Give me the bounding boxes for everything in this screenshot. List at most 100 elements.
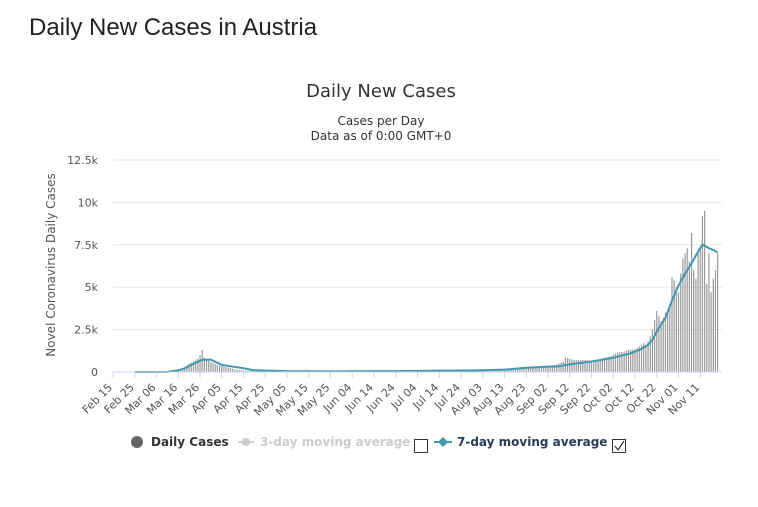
daily-cases-bar <box>503 369 506 372</box>
daily-cases-bar <box>717 253 719 372</box>
daily-cases-bar <box>190 362 192 372</box>
daily-cases-bar <box>601 358 603 372</box>
daily-cases-bar <box>621 351 623 372</box>
daily-cases-bar <box>525 366 527 372</box>
daily-cases-bar <box>704 210 706 372</box>
y-tick-label: 10k <box>78 196 99 209</box>
daily-cases-bar <box>530 366 532 372</box>
daily-cases-bar <box>186 365 188 372</box>
daily-cases-bar <box>221 366 223 372</box>
legend: Daily Cases 3-day moving average 7-day mov… <box>131 435 626 453</box>
daily-cases-bar <box>229 368 232 372</box>
daily-cases-bar <box>643 343 645 372</box>
daily-cases-bar <box>712 278 714 372</box>
daily-cases-bar <box>606 357 608 372</box>
legend-daily-cases-symbol <box>131 436 143 448</box>
daily-cases-bar <box>653 320 656 372</box>
daily-cases-bar <box>577 360 580 372</box>
legend-3day-label: 3-day moving average <box>260 435 410 449</box>
daily-cases-bar <box>640 344 643 372</box>
daily-cases-bar <box>216 365 218 372</box>
daily-cases-bar <box>708 253 710 372</box>
daily-cases-bar <box>247 370 249 372</box>
daily-cases-bar <box>580 360 582 372</box>
daily-cases-bar <box>238 370 240 372</box>
daily-cases-bar <box>697 253 699 372</box>
daily-cases-bar <box>677 292 680 372</box>
daily-cases-bar <box>251 370 253 372</box>
daily-cases-bar <box>205 359 208 372</box>
daily-cases-bar <box>623 351 625 372</box>
daily-cases-bar <box>179 369 182 372</box>
daily-cases-bar <box>656 310 658 372</box>
daily-cases-bar <box>245 370 247 372</box>
daily-cases-bar <box>582 360 584 372</box>
daily-cases-bar <box>680 273 682 372</box>
daily-cases-bar <box>195 359 197 372</box>
daily-cases-bar <box>671 277 673 372</box>
daily-cases-bar <box>495 369 497 372</box>
daily-cases-bar <box>516 367 519 372</box>
daily-cases-bar <box>214 364 216 372</box>
daily-cases-bar <box>512 368 514 372</box>
daily-cases-bar <box>223 366 225 372</box>
daily-cases-bar <box>597 360 599 372</box>
daily-cases-bar <box>690 232 693 372</box>
daily-cases-bar <box>225 366 227 372</box>
daily-cases-bar <box>686 248 688 372</box>
daily-cases-bar <box>249 370 251 372</box>
daily-cases-bar <box>508 368 510 372</box>
daily-cases-bar <box>497 369 499 372</box>
daily-cases-bar <box>573 360 575 372</box>
daily-cases-bar <box>543 366 545 372</box>
daily-cases-bar <box>584 360 586 372</box>
daily-cases-bar <box>630 349 632 372</box>
daily-cases-bar <box>188 363 190 372</box>
legend-3day-checkbox <box>414 439 428 453</box>
daily-cases-bar <box>212 362 214 372</box>
y-tick-label: 2.5k <box>74 324 98 337</box>
daily-cases-bar <box>558 363 560 372</box>
daily-cases-bar <box>599 359 601 372</box>
daily-cases-bar <box>669 304 671 372</box>
daily-cases-bar <box>701 215 704 372</box>
daily-cases-bar <box>595 360 597 372</box>
daily-cases-bar <box>699 248 701 372</box>
daily-cases-bar <box>556 364 558 372</box>
daily-cases-bar <box>673 280 675 372</box>
daily-cases-bar <box>660 321 662 372</box>
y-axis-label: Novel Coronavirus Daily Cases <box>44 173 58 356</box>
daily-cases-bar <box>651 329 653 372</box>
daily-cases-bar <box>658 316 660 372</box>
daily-cases-bar <box>514 367 516 372</box>
daily-cases-bar <box>551 365 553 372</box>
daily-cases-bar <box>523 367 525 372</box>
daily-cases-bar <box>649 336 651 372</box>
legend-7day-symbol <box>438 437 448 447</box>
daily-cases-bar <box>684 253 686 372</box>
daily-cases-bar <box>540 366 543 372</box>
daily-cases-bar <box>612 355 614 372</box>
daily-cases-bar <box>588 360 590 372</box>
daily-cases-bar <box>547 365 549 372</box>
daily-cases-bar <box>203 357 205 372</box>
y-axis-ticks: 0 2.5k 5k 7.5k 10k 12.5k <box>67 154 98 379</box>
y-tick-label: 5k <box>85 281 99 294</box>
daily-cases-bar <box>501 369 503 372</box>
daily-cases-bar <box>562 361 564 372</box>
daily-cases-bar <box>664 312 667 372</box>
daily-cases-bar <box>586 360 588 372</box>
daily-cases-bar <box>560 362 562 372</box>
daily-cases-bar <box>593 360 595 372</box>
daily-cases-bar <box>710 292 712 372</box>
daily-cases-bar <box>240 370 242 372</box>
daily-cases-bar <box>545 365 547 372</box>
legend-daily-cases-label: Daily Cases <box>151 435 229 449</box>
daily-cases-bar <box>610 355 612 372</box>
daily-cases-bar <box>532 366 534 372</box>
daily-cases-bar <box>619 352 621 372</box>
chart-subtitle-line1: Cases per Day <box>338 114 425 128</box>
daily-cases-bar <box>192 360 195 372</box>
daily-cases-bar <box>575 360 577 372</box>
